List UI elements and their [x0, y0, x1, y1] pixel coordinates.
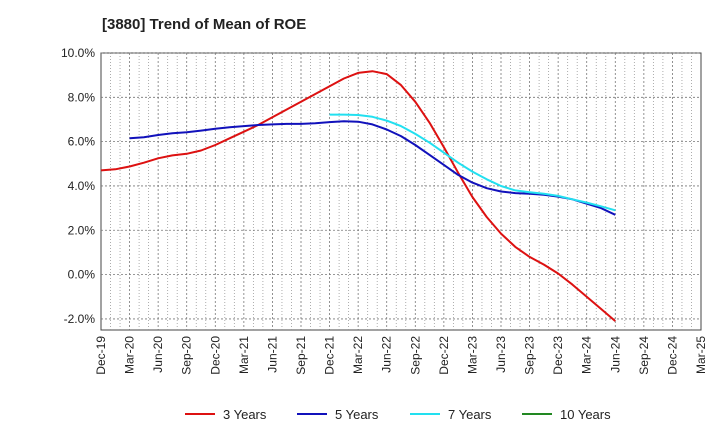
series-lines [100, 70, 616, 322]
x-tick-label: Mar-21 [237, 336, 251, 374]
series-line-5-years [129, 120, 616, 216]
y-tick-label: 6.0% [68, 135, 96, 149]
x-tick-label: Dec-23 [551, 336, 565, 375]
x-tick-label: Mar-20 [123, 336, 137, 374]
grid-lines [101, 52, 701, 330]
legend-label: 5 Years [335, 407, 379, 422]
x-tick-label: Dec-24 [665, 336, 679, 375]
x-tick-label: Dec-22 [437, 336, 451, 375]
x-tick-label: Jun-22 [380, 336, 394, 373]
x-tick-label: Jun-21 [265, 336, 279, 373]
y-tick-label: 0.0% [68, 268, 96, 282]
y-tick-label: -2.0% [64, 312, 96, 326]
x-tick-label: Dec-21 [323, 336, 337, 375]
x-tick-label: Sep-22 [408, 336, 422, 375]
y-tick-label: 2.0% [68, 223, 96, 237]
x-tick-label: Sep-23 [523, 336, 537, 375]
x-tick-label: Mar-25 [694, 336, 708, 374]
legend-label: 3 Years [223, 407, 267, 422]
y-tick-label: 10.0% [61, 46, 95, 60]
x-tick-label: Sep-24 [637, 336, 651, 375]
plot-area [100, 52, 702, 331]
x-tick-label: Sep-21 [294, 336, 308, 375]
legend-label: 10 Years [560, 407, 611, 422]
y-axis-ticks: 10.0% 8.0% 6.0% 4.0% 2.0% 0.0% -2.0% [61, 46, 95, 326]
x-tick-label: Jun-23 [494, 336, 508, 373]
y-tick-label: 4.0% [68, 179, 96, 193]
x-tick-label: Dec-19 [94, 336, 108, 375]
series-line-3-years [100, 70, 616, 322]
legend-label: 7 Years [448, 407, 492, 422]
x-tick-label: Dec-20 [208, 336, 222, 375]
series-line-7-years [329, 113, 616, 212]
x-tick-label: Mar-24 [580, 336, 594, 374]
x-tick-label: Jun-24 [608, 336, 622, 373]
x-tick-label: Sep-20 [180, 336, 194, 375]
x-tick-label: Mar-23 [465, 336, 479, 374]
chart-title: [3880] Trend of Mean of ROE [102, 16, 307, 33]
legend: 3 Years 5 Years 7 Years 10 Years [185, 407, 611, 422]
x-tick-label: Mar-22 [351, 336, 365, 374]
x-tick-label: Jun-20 [151, 336, 165, 373]
y-tick-label: 8.0% [68, 90, 96, 104]
x-axis-ticks: Dec-19 Mar-20 Jun-20 Sep-20 Dec-20 Mar-21 Jun-… [94, 336, 708, 375]
